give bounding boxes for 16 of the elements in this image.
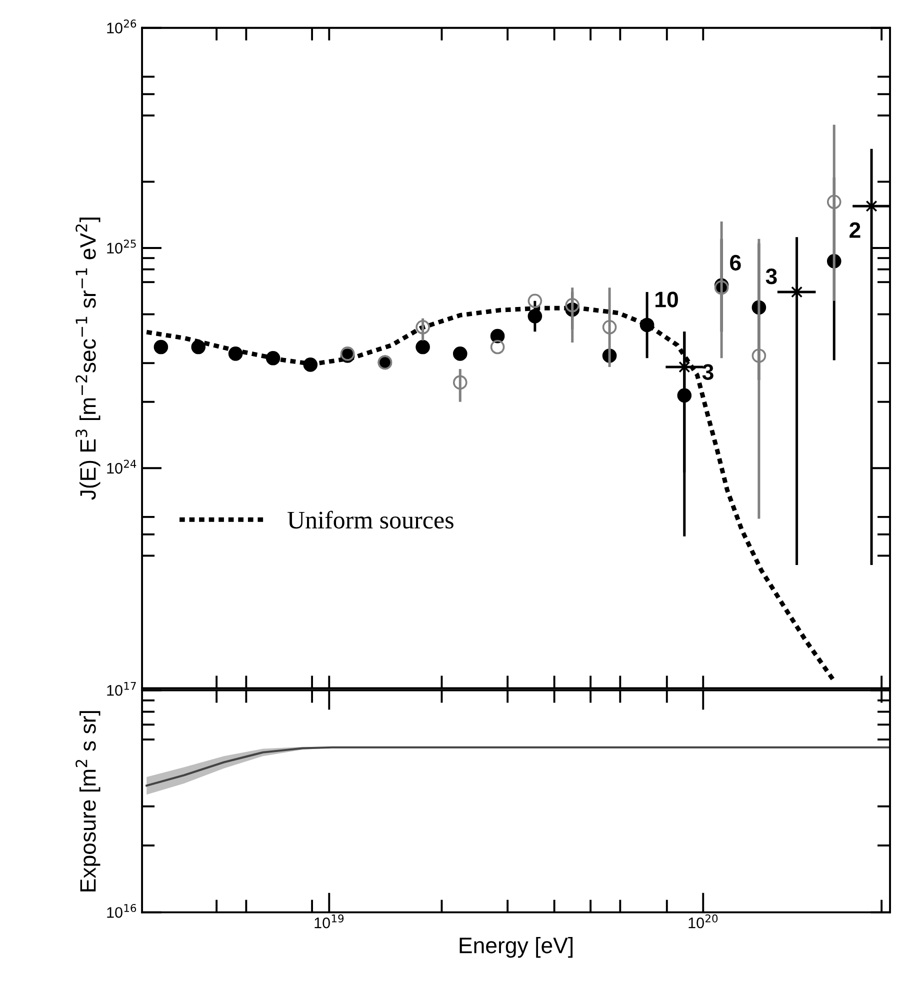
legend-label: Uniform sources [288,510,454,529]
y-axis-title: Exposure [m$^{2}$ s sr] [76,711,100,892]
x-tick-label: 10$^{19}$ [314,914,344,928]
y-tick-label: 10$^{24}$ [107,460,136,474]
y-tick-label: 10$^{16}$ [107,904,136,918]
annotation: 3 [702,364,714,380]
y-tick-label: 10$^{26}$ [107,20,136,34]
y-tick-label: 10$^{17}$ [107,682,136,696]
x-axis-title: Energy [eV] [460,936,572,958]
y-tick-label: 10$^{25}$ [107,240,136,254]
x-tick-label: 10$^{20}$ [688,914,718,928]
annotation: 6 [730,254,741,271]
annotation: 10 [656,292,678,308]
annotation: 3 [766,268,777,284]
text: J(E) E$^{3}$ [m$^{−2}$sec$^{−1}$ sr$^{−1}$ eV$^{2}$] [76,218,100,500]
annotation: 2 [850,222,860,238]
